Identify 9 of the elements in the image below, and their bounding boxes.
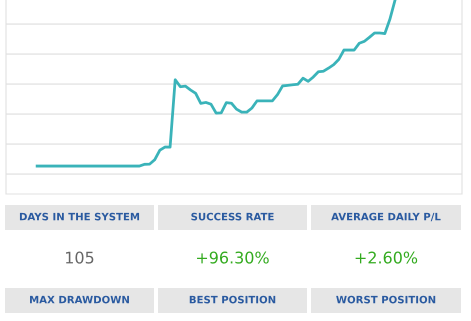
text: 105 [66, 252, 94, 264]
text: DAYS IN THE SYSTEM [20, 212, 140, 220]
text: WORST POSITION [336, 296, 436, 304]
text: +96.30% [197, 252, 269, 264]
text: SUCCESS RATE [191, 212, 274, 220]
text: BEST POSITION [190, 296, 276, 304]
text: +2.60% [356, 252, 418, 264]
text: MAX DRAWDOWN [30, 296, 129, 304]
text: AVERAGE DAILY P/L [331, 212, 441, 222]
